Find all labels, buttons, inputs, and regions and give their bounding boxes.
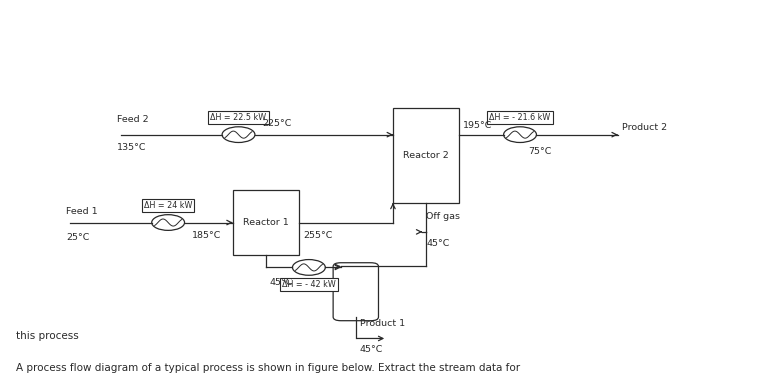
FancyBboxPatch shape: [393, 108, 460, 203]
Text: 75°C: 75°C: [528, 147, 551, 156]
Text: Reactor 2: Reactor 2: [404, 151, 449, 160]
Text: 195°C: 195°C: [464, 121, 493, 130]
FancyBboxPatch shape: [333, 263, 378, 321]
Text: Feed 1: Feed 1: [66, 207, 98, 216]
Text: Product 1: Product 1: [360, 319, 405, 328]
Text: Off gas: Off gas: [426, 212, 460, 221]
FancyBboxPatch shape: [233, 190, 300, 255]
Text: 45°C: 45°C: [426, 239, 450, 248]
Text: 135°C: 135°C: [117, 143, 147, 152]
Text: this process: this process: [16, 331, 78, 341]
Text: A process flow diagram of a typical process is shown in figure below. Extract th: A process flow diagram of a typical proc…: [16, 363, 520, 373]
Text: ΔH = 24 kW: ΔH = 24 kW: [144, 201, 192, 210]
Text: ΔH = 22.5 kW: ΔH = 22.5 kW: [210, 113, 267, 122]
Text: Reactor 1: Reactor 1: [243, 218, 289, 227]
Text: ΔH = - 42 kW: ΔH = - 42 kW: [282, 280, 335, 289]
Text: 45°C: 45°C: [360, 345, 383, 354]
Text: 255°C: 255°C: [303, 231, 332, 240]
Text: 45°C: 45°C: [270, 278, 293, 287]
Text: Feed 2: Feed 2: [117, 115, 149, 124]
Text: Product 2: Product 2: [622, 123, 667, 132]
Text: 225°C: 225°C: [263, 119, 292, 128]
Text: 185°C: 185°C: [192, 231, 222, 240]
Text: ΔH = - 21.6 kW: ΔH = - 21.6 kW: [490, 113, 551, 122]
Text: 25°C: 25°C: [66, 233, 90, 242]
